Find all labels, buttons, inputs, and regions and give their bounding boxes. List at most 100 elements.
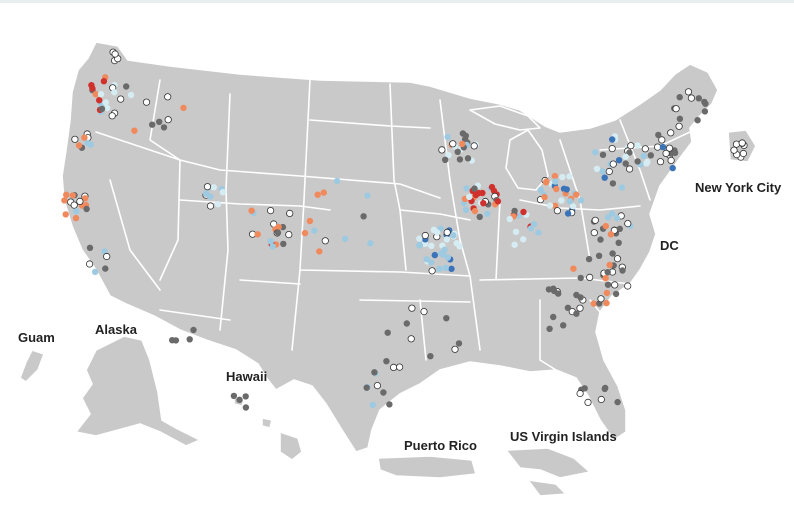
map-marker[interactable] <box>605 167 613 176</box>
map-marker[interactable] <box>131 127 138 134</box>
map-marker[interactable] <box>578 197 585 204</box>
map-marker[interactable] <box>609 136 616 143</box>
map-marker[interactable] <box>360 213 367 220</box>
map-marker[interactable] <box>463 185 470 192</box>
map-marker[interactable] <box>416 235 423 242</box>
map-marker[interactable] <box>566 173 573 180</box>
map-marker[interactable] <box>92 91 99 98</box>
map-marker[interactable] <box>471 185 478 192</box>
map-marker[interactable] <box>564 304 572 311</box>
map-marker[interactable] <box>456 156 464 163</box>
map-marker[interactable] <box>439 251 447 258</box>
map-marker[interactable] <box>72 208 80 215</box>
map-marker[interactable] <box>389 363 398 371</box>
map-marker[interactable] <box>108 112 116 120</box>
map-marker[interactable] <box>732 140 741 148</box>
map-marker[interactable] <box>364 192 371 199</box>
map-marker[interactable] <box>597 395 605 404</box>
map-marker[interactable] <box>443 236 450 243</box>
map-marker[interactable] <box>320 189 327 196</box>
map-marker[interactable] <box>566 198 574 205</box>
map-marker[interactable] <box>444 254 451 261</box>
map-marker[interactable] <box>142 98 151 106</box>
map-marker[interactable] <box>604 214 612 221</box>
map-marker[interactable] <box>613 215 621 222</box>
map-marker[interactable] <box>619 267 626 274</box>
map-marker[interactable] <box>408 304 416 312</box>
map-marker[interactable] <box>314 191 321 198</box>
map-marker[interactable] <box>71 135 79 143</box>
map-marker[interactable] <box>576 389 584 398</box>
map-marker[interactable] <box>658 136 666 144</box>
map-marker[interactable] <box>602 222 609 230</box>
map-marker[interactable] <box>553 185 560 193</box>
map-marker[interactable] <box>203 183 212 191</box>
map-marker[interactable] <box>274 229 282 236</box>
map-marker[interactable] <box>428 259 435 266</box>
map-marker[interactable] <box>230 392 238 400</box>
map-marker[interactable] <box>363 384 370 391</box>
map-marker[interactable] <box>640 152 647 160</box>
map-marker[interactable] <box>597 295 605 303</box>
map-marker[interactable] <box>321 237 329 245</box>
map-marker[interactable] <box>739 149 748 158</box>
map-marker[interactable] <box>451 345 459 353</box>
map-marker[interactable] <box>464 155 472 162</box>
map-marker[interactable] <box>656 158 665 166</box>
map-marker[interactable] <box>454 148 461 155</box>
map-marker[interactable] <box>407 335 415 343</box>
map-marker[interactable] <box>607 231 615 238</box>
map-marker[interactable] <box>634 158 641 165</box>
map-marker[interactable] <box>484 210 491 217</box>
map-marker[interactable] <box>206 202 215 210</box>
map-marker[interactable] <box>91 268 99 276</box>
map-marker[interactable] <box>676 94 683 101</box>
map-marker[interactable] <box>471 207 479 215</box>
map-marker[interactable] <box>82 195 89 202</box>
map-marker[interactable] <box>611 281 619 289</box>
map-marker[interactable] <box>442 264 449 271</box>
map-marker[interactable] <box>553 207 562 215</box>
map-marker[interactable] <box>420 307 428 316</box>
map-marker[interactable] <box>441 246 448 253</box>
map-marker[interactable] <box>242 404 250 411</box>
map-marker[interactable] <box>89 85 96 92</box>
map-marker[interactable] <box>111 89 118 96</box>
map-marker[interactable] <box>577 274 584 282</box>
map-marker[interactable] <box>520 236 527 243</box>
map-marker[interactable] <box>164 93 172 101</box>
map-marker[interactable] <box>190 326 197 334</box>
map-marker[interactable] <box>602 275 609 282</box>
map-marker[interactable] <box>627 142 635 150</box>
map-marker[interactable] <box>546 325 553 332</box>
map-marker[interactable] <box>442 156 449 163</box>
map-marker[interactable] <box>603 299 610 307</box>
map-marker[interactable] <box>676 115 684 123</box>
map-marker[interactable] <box>591 216 599 224</box>
map-marker[interactable] <box>342 235 349 242</box>
map-marker[interactable] <box>616 225 623 232</box>
map-marker[interactable] <box>599 151 607 158</box>
map-marker[interactable] <box>433 229 441 236</box>
map-marker[interactable] <box>160 124 168 131</box>
map-marker[interactable] <box>558 197 565 204</box>
map-marker[interactable] <box>669 164 676 172</box>
map-marker[interactable] <box>87 141 95 148</box>
map-marker[interactable] <box>466 193 473 201</box>
map-marker[interactable] <box>564 210 572 217</box>
map-marker[interactable] <box>438 146 446 154</box>
map-marker[interactable] <box>738 139 746 147</box>
map-marker[interactable] <box>431 251 438 259</box>
map-marker[interactable] <box>102 99 110 106</box>
map-marker[interactable] <box>641 145 649 153</box>
map-marker[interactable] <box>672 105 680 113</box>
map-marker[interactable] <box>180 104 187 112</box>
map-marker[interactable] <box>601 174 608 181</box>
map-marker[interactable] <box>576 304 584 312</box>
map-marker[interactable] <box>695 95 702 102</box>
map-marker[interactable] <box>242 393 249 400</box>
map-marker[interactable] <box>100 78 108 85</box>
map-marker[interactable] <box>111 50 119 58</box>
map-marker[interactable] <box>383 358 390 365</box>
